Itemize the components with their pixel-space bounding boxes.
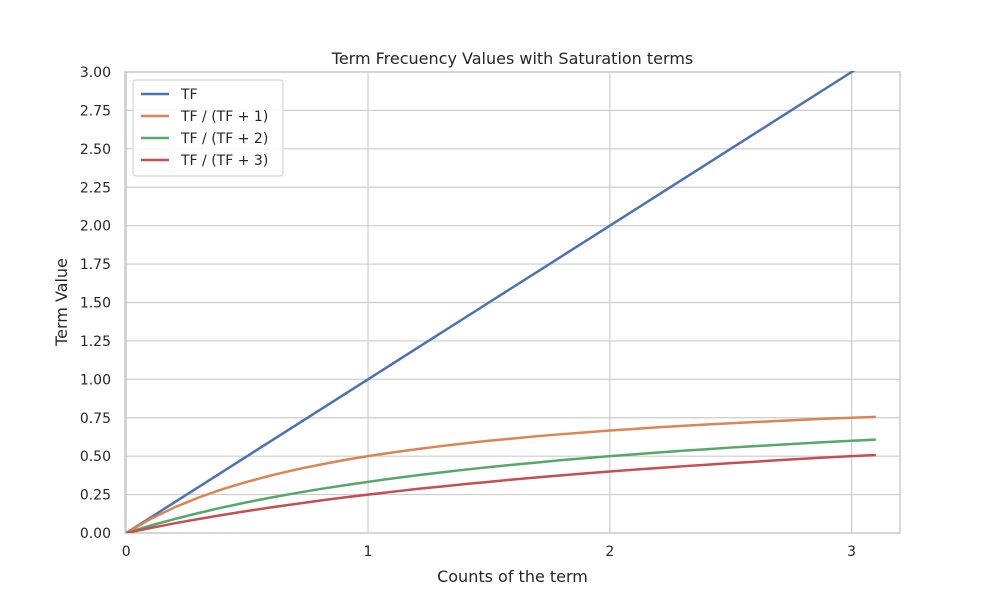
y-tick-label: 3.00 bbox=[80, 65, 111, 81]
y-tick-label: 2.00 bbox=[80, 219, 111, 235]
y-axis-title: Term Value bbox=[52, 258, 71, 347]
y-tick-label: 0.50 bbox=[80, 449, 111, 465]
series-line-3 bbox=[125, 438, 876, 533]
legend-label: TF / (TF + 1) bbox=[180, 109, 268, 125]
x-tick-label: 2 bbox=[605, 544, 614, 560]
legend-box bbox=[132, 79, 284, 177]
y-tick-label: 2.25 bbox=[80, 180, 111, 196]
series-line-1 bbox=[125, 71, 856, 533]
y-tick-label: 1.00 bbox=[80, 372, 111, 388]
y-tick-label: 0.75 bbox=[80, 411, 111, 427]
x-axis-ticks: 0 1 2 3 bbox=[122, 544, 856, 560]
y-tick-label: 0.25 bbox=[80, 488, 111, 504]
y-tick-label: 1.50 bbox=[80, 296, 111, 312]
chart-title: Term Frecuency Values with Saturation te… bbox=[331, 49, 693, 68]
legend-label: TF bbox=[180, 87, 198, 103]
series-lines bbox=[125, 71, 876, 533]
y-tick-label: 2.50 bbox=[80, 142, 111, 158]
y-tick-label: 2.75 bbox=[80, 103, 111, 119]
x-tick-label: 3 bbox=[847, 544, 856, 560]
x-tick-label: 0 bbox=[122, 544, 131, 560]
x-tick-label: 1 bbox=[364, 544, 373, 560]
legend: TF TF / (TF + 1) TF / (TF + 2) TF / (TF + 3… bbox=[132, 79, 284, 177]
legend-label: TF / (TF + 2) bbox=[180, 131, 268, 147]
y-axis-ticks: 0.00 0.25 0.50 0.75 1.00 1.25 1.50 1.75 2.00 2.25… bbox=[80, 65, 111, 542]
legend-label: TF / (TF + 3) bbox=[180, 153, 268, 169]
series-line-4 bbox=[125, 453, 876, 533]
plot-border bbox=[124, 71, 901, 534]
plot-frame bbox=[124, 71, 901, 534]
y-tick-label: 1.75 bbox=[80, 257, 111, 273]
x-axis-title: Counts of the term bbox=[437, 567, 588, 586]
y-tick-label: 0.00 bbox=[80, 526, 111, 542]
y-tick-label: 1.25 bbox=[80, 334, 111, 350]
series-line-2 bbox=[125, 415, 876, 533]
